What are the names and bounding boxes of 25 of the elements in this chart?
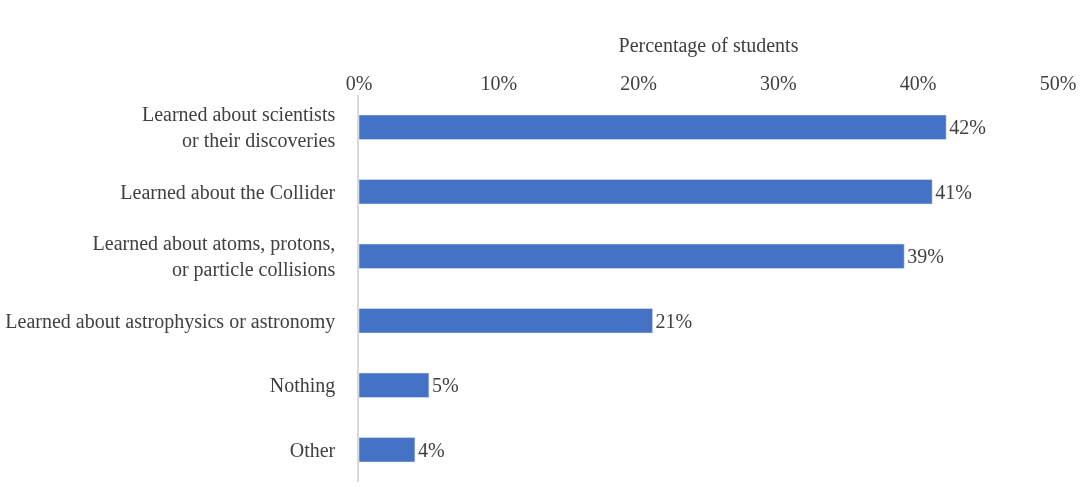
- bar: [359, 372, 430, 398]
- x-tick-label: 30%: [760, 72, 797, 94]
- bar: [359, 243, 905, 269]
- y-tick-label: Learned about atoms, protons, or particle collisions: [92, 232, 336, 282]
- data-label: 5%: [431, 374, 459, 397]
- bar: [359, 437, 416, 463]
- bar: [359, 114, 947, 140]
- data-label: 21%: [655, 309, 693, 332]
- y-tick-label: Nothing: [269, 374, 336, 398]
- data-label: 41%: [935, 180, 972, 203]
- data-label: 39%: [907, 245, 944, 268]
- x-tick-label: 40%: [899, 72, 937, 94]
- bar: [359, 179, 933, 205]
- x-tick-label: 0%: [345, 72, 373, 94]
- x-tick-label: 50%: [1039, 72, 1077, 94]
- bar: [359, 308, 653, 334]
- x-axis-title: Percentage of students: [618, 33, 799, 57]
- x-tick-label: 10%: [480, 72, 518, 94]
- y-tick-label: Learned about scientists or their discoveries: [141, 103, 336, 152]
- y-tick-label: Learned about the Collider: [120, 180, 336, 203]
- data-label: 42%: [949, 116, 986, 139]
- x-tick-label: 20%: [620, 72, 657, 94]
- y-tick-label: Other: [289, 438, 336, 461]
- data-label: 4%: [417, 438, 445, 461]
- y-tick-label: Learned about astrophysics or astronomy: [5, 309, 336, 333]
